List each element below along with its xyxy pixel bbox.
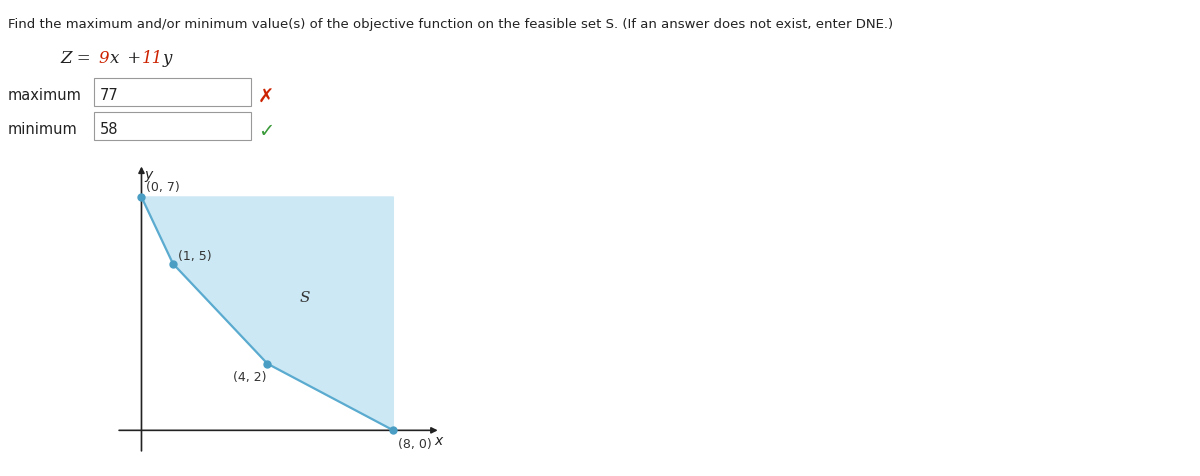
FancyBboxPatch shape xyxy=(94,79,251,107)
Text: Find the maximum and/or minimum value(s) of the objective function on the feasib: Find the maximum and/or minimum value(s)… xyxy=(8,18,893,31)
Text: 77: 77 xyxy=(100,88,119,103)
Text: x: x xyxy=(110,50,119,67)
Text: minimum: minimum xyxy=(8,122,78,137)
Text: y: y xyxy=(144,168,152,182)
Text: (4, 2): (4, 2) xyxy=(233,371,266,384)
Text: 9: 9 xyxy=(98,50,109,67)
Text: (0, 7): (0, 7) xyxy=(146,181,180,194)
Text: (1, 5): (1, 5) xyxy=(178,249,211,262)
Text: 58: 58 xyxy=(100,122,119,137)
Text: maximum: maximum xyxy=(8,88,82,103)
FancyBboxPatch shape xyxy=(94,113,251,141)
Text: ✗: ✗ xyxy=(258,88,275,107)
Text: Z =: Z = xyxy=(60,50,96,67)
Text: x: x xyxy=(434,433,443,447)
Text: (8, 0): (8, 0) xyxy=(398,437,432,450)
Text: 11: 11 xyxy=(142,50,163,67)
Text: S: S xyxy=(300,290,311,304)
Text: y: y xyxy=(163,50,173,67)
Text: ✓: ✓ xyxy=(258,122,275,141)
Polygon shape xyxy=(142,198,394,430)
Text: +: + xyxy=(122,50,146,67)
